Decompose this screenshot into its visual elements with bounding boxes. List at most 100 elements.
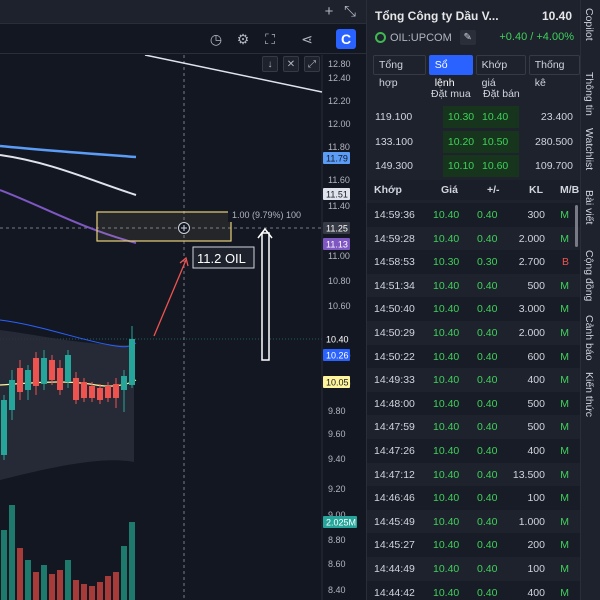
replay-icon[interactable]: ◷ [209, 31, 223, 47]
trade-row[interactable]: 14:49:33 10.40 0.40 400 M [367, 368, 581, 392]
trade-side: M [560, 279, 569, 292]
trades-header-change: +/- [487, 184, 500, 196]
measure-arrow-head [257, 227, 273, 239]
price-badge-text: 10.05 [326, 378, 349, 388]
trade-row[interactable]: 14:50:22 10.40 0.40 600 M [367, 344, 581, 369]
price-axis-label: 8.40 [328, 585, 346, 595]
trade-time: 14:44:42 [374, 586, 415, 599]
annotation-box[interactable] [192, 246, 255, 269]
tab-3[interactable]: Thống kê [528, 55, 580, 89]
candle [33, 358, 39, 386]
trade-price: 10.40 [433, 562, 460, 575]
plus-icon[interactable]: + [324, 3, 334, 20]
trade-volume: 300 [527, 209, 545, 221]
brand-logo-icon[interactable]: C [336, 29, 356, 49]
price-axis-label: 11.00 [328, 251, 350, 261]
price-badge: 11.25 [323, 222, 350, 234]
trade-row[interactable]: 14:47:26 10.40 0.40 400 M [367, 438, 581, 463]
price-badge-text: 11.25 [326, 224, 348, 234]
trade-row[interactable]: 14:45:27 10.40 0.40 200 M [367, 533, 581, 557]
trade-price: 10.40 [433, 350, 460, 363]
ma-line-purple [0, 189, 137, 244]
trade-side: M [560, 374, 569, 387]
trade-change: 0.40 [477, 209, 498, 221]
right-sidebar: Copilot Thông tin Watchlist Bài viết Cộng đồ… [580, 0, 600, 600]
trade-volume: 1.000 [518, 515, 545, 528]
trade-row[interactable]: 14:51:34 10.40 0.40 500 M [367, 274, 581, 298]
trade-row[interactable]: 14:45:49 10.40 0.40 1.000 M [367, 510, 581, 534]
trade-row[interactable]: 14:46:46 10.40 0.40 100 M [367, 486, 581, 510]
trade-row[interactable]: 14:59:36 10.40 0.40 300 M [367, 203, 581, 227]
candle [1, 400, 7, 455]
chart-area[interactable]: + ⤡ ◷ ⚙ ⛶ ⋖ C [0, 0, 366, 600]
trade-volume: 600 [527, 350, 545, 363]
share-icon[interactable]: ⋖ [301, 31, 313, 47]
trade-row[interactable]: 14:44:42 10.40 0.40 400 M [367, 580, 581, 600]
measure-box[interactable] [96, 211, 232, 242]
trade-side: M [560, 492, 569, 505]
orderbook-row[interactable]: 119.100 10.30 10.40 23.400 [367, 106, 581, 128]
trade-change: 0.40 [477, 350, 498, 363]
trade-change: 0.40 [477, 444, 498, 457]
price-change: +0.40 / +4.00% [499, 31, 574, 43]
trade-row[interactable]: 14:50:29 10.40 0.40 2.000 M [367, 321, 581, 345]
price-axis-label: 11.60 [328, 175, 350, 185]
price-badge-text: 11.51 [326, 190, 348, 200]
trade-row[interactable]: 14:50:40 10.40 0.40 3.000 M [367, 297, 581, 321]
trade-row[interactable]: 14:59:28 10.40 0.40 2.000 M [367, 227, 581, 251]
trade-side: M [560, 326, 569, 339]
trade-volume: 100 [527, 492, 545, 505]
trade-price: 10.40 [433, 232, 460, 245]
price-badges: 11.79 11.51 11.25 11.13 10.40 10.26 10.05 2.025… [323, 152, 357, 528]
price-badge: 11.51 [323, 188, 350, 200]
tab-0[interactable]: Tổng hợp [373, 55, 426, 89]
trade-change: 0.40 [477, 303, 498, 316]
price-axis-label: 12.20 [328, 96, 351, 106]
expand-icon[interactable]: ⤢ [304, 56, 320, 72]
tab-2[interactable]: Khớp giá [475, 55, 526, 89]
price-badge-bg [323, 376, 350, 388]
tab-1[interactable]: Sổ lệnh [428, 55, 473, 89]
sidebar-item-label: Cảnh báo [583, 315, 595, 361]
trade-row[interactable]: 14:47:12 10.40 0.40 13.500 M [367, 463, 581, 487]
close-x-icon[interactable]: ✕ [283, 56, 299, 72]
trade-row[interactable]: 14:44:49 10.40 0.40 100 M [367, 557, 581, 581]
candlesticks [1, 326, 135, 460]
sidebar-item-label: Watchlist [583, 128, 595, 171]
orderbook-bid-volume: 133.100 [375, 136, 413, 148]
panel-tabs: Tổng hợp Sổ lệnh Khớp giá Thống kê [373, 55, 580, 89]
trades-header-side: M/B [560, 184, 580, 196]
down-arrow-icon[interactable]: ↓ [262, 56, 278, 72]
trade-row[interactable]: 14:58:53 10.30 0.30 2.700 B [367, 250, 581, 274]
ticker-row: OIL:UPCOM ✎ [375, 30, 476, 45]
collapse-icon[interactable]: ⤡ [343, 3, 356, 20]
trade-volume: 13.500 [512, 468, 545, 481]
price-axis[interactable]: 12.80 12.40 12.20 12.00 11.80 11.60 11.40 11.00… [328, 59, 351, 595]
trade-side: M [560, 209, 569, 221]
price-badge: 10.05 [323, 376, 350, 388]
ticker-symbol[interactable]: OIL:UPCOM [390, 31, 452, 44]
candle [41, 358, 47, 384]
price-axis-label: 8.80 [328, 535, 346, 545]
trade-row[interactable]: 14:48:00 10.40 0.40 500 M [367, 391, 581, 416]
trades-list[interactable]: 14:59:36 10.40 0.40 300 M 14:59:28 10.40 0.40 2.… [367, 203, 581, 600]
gear-icon[interactable]: ⚙ [236, 31, 250, 47]
candle [57, 368, 63, 390]
trade-volume: 500 [527, 279, 545, 292]
trade-side: M [560, 303, 569, 316]
sidebar-item-label: Bài viết [583, 190, 595, 225]
trade-row[interactable]: 14:47:59 10.40 0.40 500 M [367, 415, 581, 439]
price-chart[interactable]: 1.00 (9.79%) 100 11.2 OIL 12.80 12.40 12.2… [0, 55, 366, 600]
price-badge-bg [323, 152, 350, 164]
orderbook-row[interactable]: 149.300 10.10 10.60 109.700 [367, 155, 581, 177]
fullscreen-icon[interactable]: ⛶ [265, 31, 275, 47]
orderbook-bid-volume: 119.100 [375, 111, 413, 123]
stock-name[interactable]: Tổng Công ty Dầu V... [375, 9, 499, 23]
orderbook-bid-price: 10.30 [443, 106, 479, 128]
edit-icon[interactable]: ✎ [459, 30, 476, 45]
price-badge: 11.79 [323, 152, 350, 164]
scrollbar[interactable] [575, 205, 578, 247]
candle [81, 382, 87, 398]
sidebar-item-label: Kiến thức [583, 372, 595, 417]
orderbook-row[interactable]: 133.100 10.20 10.50 280.500 [367, 131, 581, 153]
